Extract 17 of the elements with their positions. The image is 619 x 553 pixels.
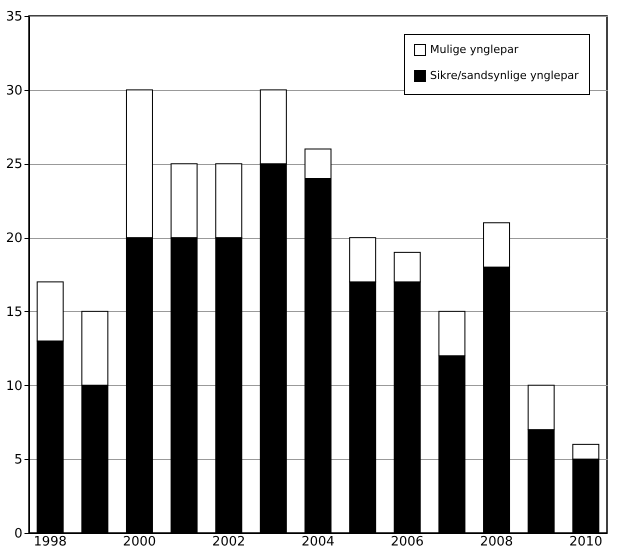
y-tick-label: 25	[6, 157, 22, 172]
x-tick-label: 2006	[390, 534, 424, 550]
x-tick-label: 2010	[569, 534, 602, 550]
y-tick-label: 5	[14, 452, 22, 468]
x-tick-label: 1998	[34, 534, 67, 550]
legend-label: Sikre/sandsynlige ynglepar	[430, 69, 580, 82]
x-tick-label: 2008	[480, 534, 514, 550]
legend-label: Mulige ynglepar	[430, 43, 519, 56]
y-tick-label: 15	[6, 304, 22, 320]
x-tick-label: 2004	[301, 534, 335, 550]
y-tick-label: 30	[6, 83, 22, 98]
y-tick-label: 20	[6, 231, 22, 246]
x-tick-label: 2002	[212, 534, 246, 550]
y-tick-label: 0	[14, 526, 22, 542]
y-tick-label: 10	[6, 378, 22, 394]
y-tick-label: 35	[6, 10, 22, 24]
x-tick-label: 2000	[122, 534, 156, 550]
